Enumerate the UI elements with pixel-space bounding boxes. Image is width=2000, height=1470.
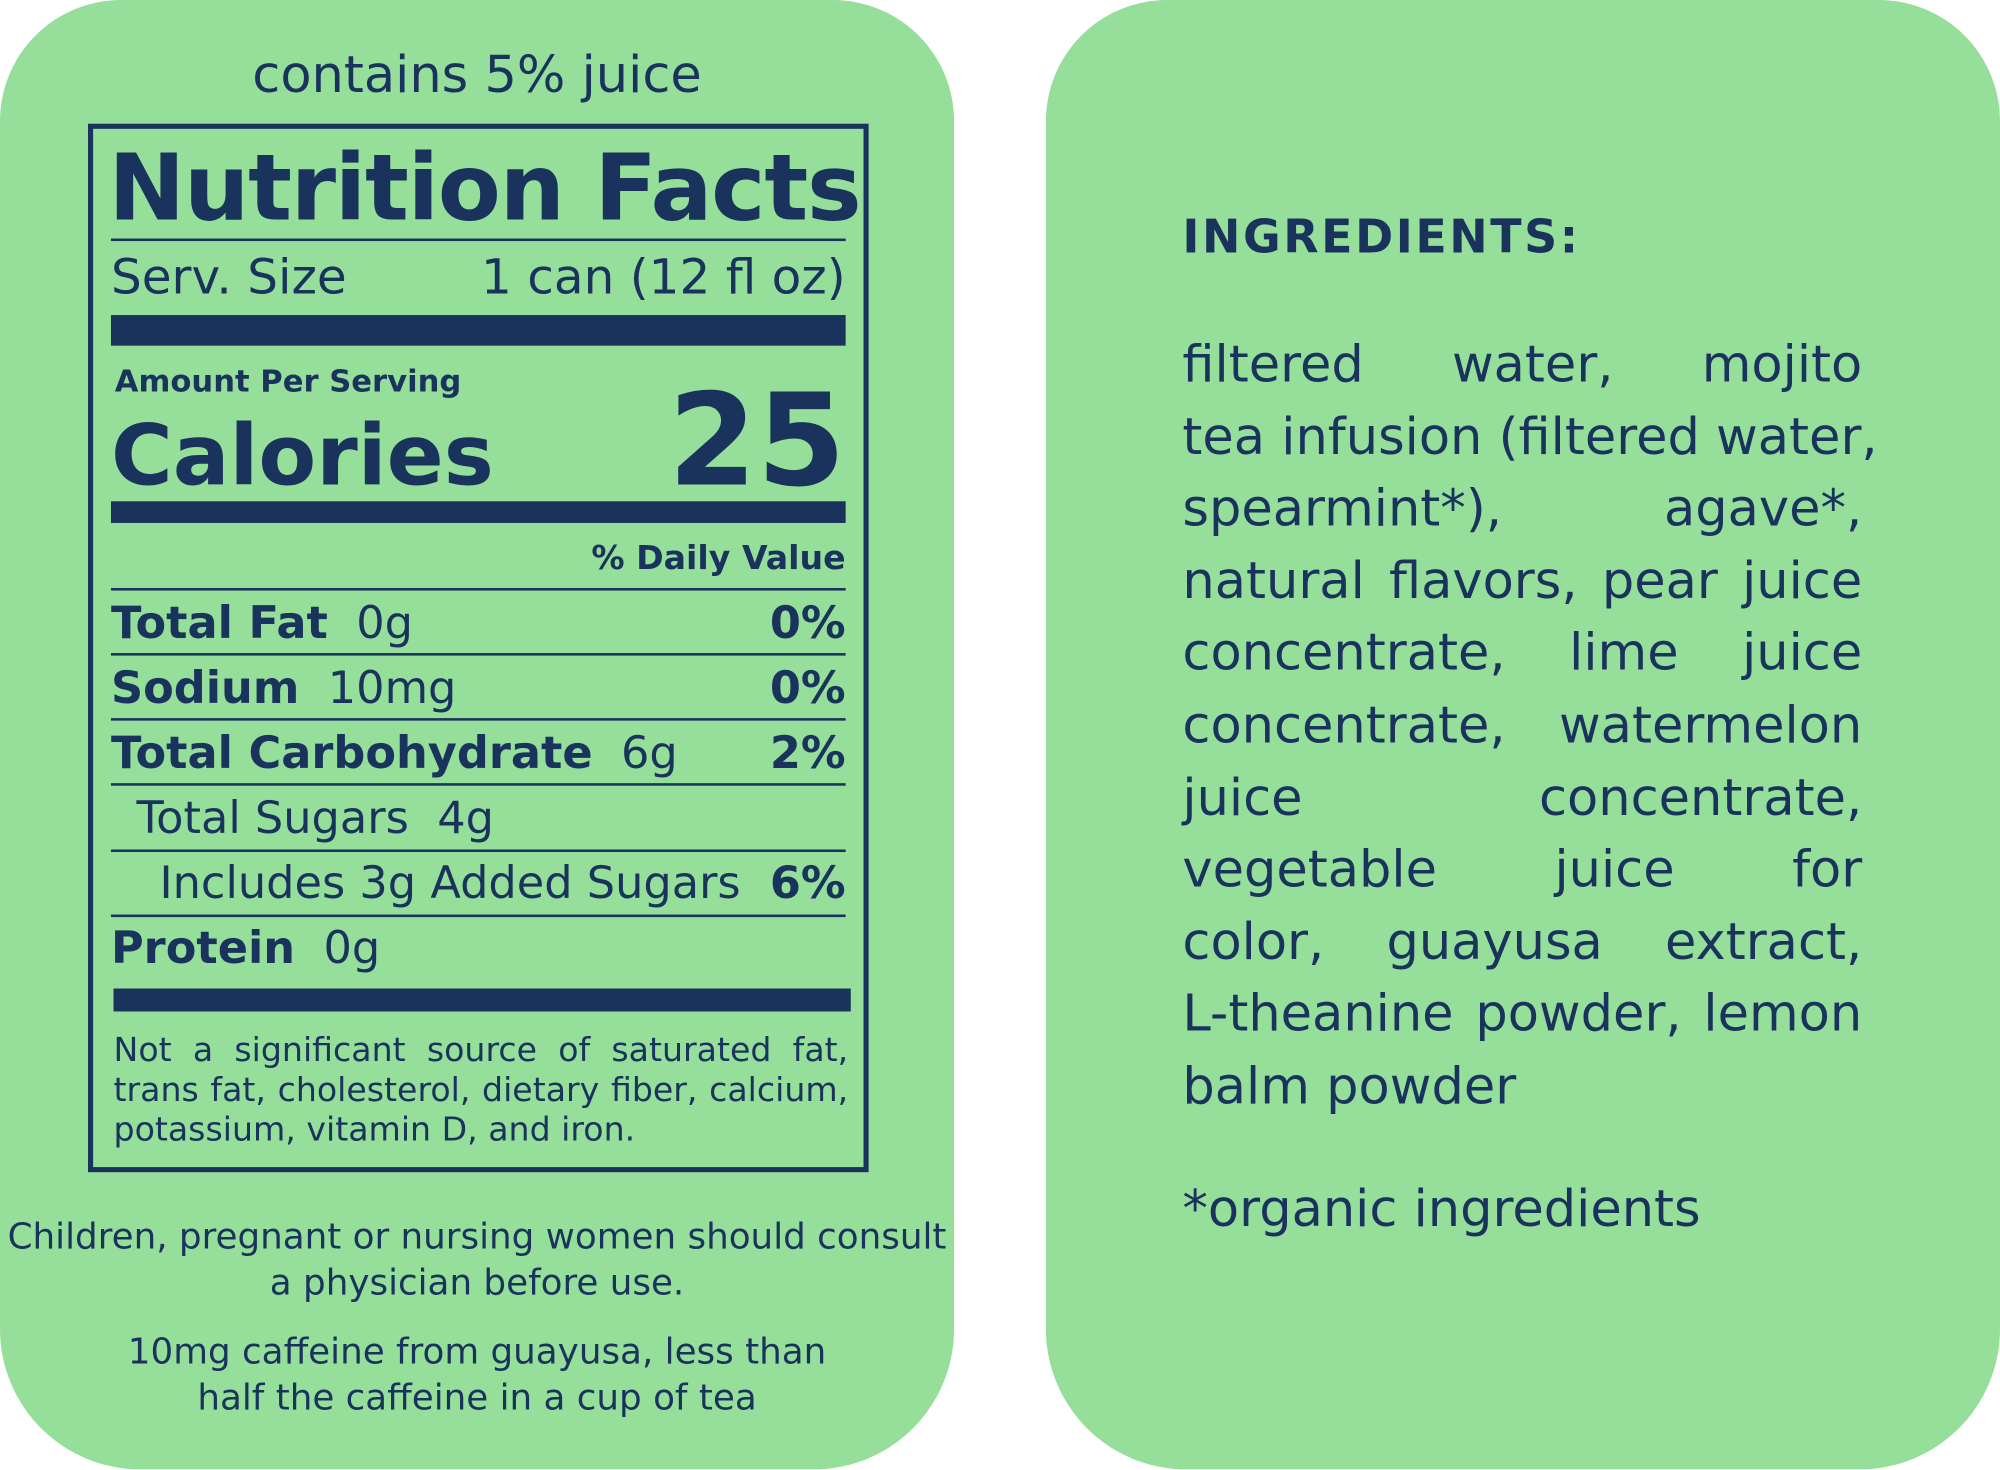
nutrient-row: Total Fat 0g 0% — [111, 598, 846, 649]
serving-label: Serv. Size — [110, 248, 347, 305]
thick-divider — [110, 315, 846, 346]
divider — [110, 783, 846, 786]
organic-note: *organic ingredients — [1182, 1179, 1701, 1239]
nutrient-row: Total Sugars 4g — [136, 793, 845, 844]
nutrient-dv: 0% — [769, 598, 846, 650]
nutrient-name: Protein — [110, 923, 296, 975]
nutrient-amount: 0g — [356, 598, 413, 650]
nutrient-amount: 0g — [323, 923, 381, 975]
ingredients-title: INGREDIENTS: — [1182, 211, 1581, 265]
nutrient-amount: 4g — [437, 793, 495, 845]
nutrient-row: Includes 3g Added Sugars 6% — [159, 858, 845, 909]
ingredients-line: juice concentrate, — [1182, 768, 1863, 828]
nutrient-dv: 2% — [769, 728, 846, 780]
divider — [110, 718, 846, 721]
thick-divider — [110, 501, 846, 523]
ingredients-line: balm powder — [1182, 1057, 1517, 1116]
ingredients-line: filtered water, mojito — [1182, 335, 1863, 395]
nutrient-row: Sodium 10mg 0% — [111, 663, 846, 714]
nutrition-panel: contains 5% juice Nutrition Facts Serv. … — [0, 0, 955, 1470]
ingredients-list: filtered water, mojito tea infusion (fil… — [1182, 329, 1878, 1123]
ingredients-line: color, guayusa extract, — [1182, 912, 1863, 972]
serving-value: 1 can (12 fl oz) — [481, 248, 846, 305]
nutrient-name: Total Fat — [110, 598, 328, 650]
calories-row: Calories 25 — [110, 366, 846, 516]
nutrient-name: Sodium — [110, 663, 300, 715]
amount-per-serving: Amount Per Serving — [114, 363, 462, 400]
nutrient-dv: 0% — [769, 663, 846, 715]
ingredients-line: concentrate, watermelon — [1182, 696, 1863, 756]
ingredients-panel: INGREDIENTS: filtered water, mojito tea … — [1045, 0, 2000, 1470]
calories-label: Calories — [110, 406, 494, 506]
ingredients-line: vegetable juice for — [1182, 840, 1863, 900]
nutrient-row: Protein 0g — [111, 923, 846, 974]
divider — [110, 653, 846, 655]
nutrition-facts-title: Nutrition Facts — [108, 133, 861, 242]
ingredients-line: L-theanine powder, lemon — [1182, 985, 1863, 1044]
caffeine-note: 10mg caffeine from guayusa, less than ha… — [127, 1330, 827, 1419]
juice-note: contains 5% juice — [252, 45, 702, 105]
divider — [110, 588, 846, 590]
serving-size-row: Serv. Size 1 can (12 fl oz) — [111, 249, 846, 305]
divider — [110, 238, 846, 242]
daily-value-header: % Daily Value — [591, 539, 846, 578]
nutrition-facts-box: Nutrition Facts Serv. Size 1 can (12 fl … — [88, 123, 869, 1173]
nutrient-dv: 6% — [769, 858, 846, 910]
nutrient-amount: 6g — [621, 728, 678, 780]
nutrient-name: Includes 3g Added Sugars — [159, 858, 741, 910]
nutrient-amount: 10mg — [327, 663, 457, 715]
thick-divider — [113, 988, 851, 1012]
ingredients-line: natural flavors, pear juice — [1182, 552, 1863, 611]
nutrient-name: Total Sugars — [136, 793, 409, 845]
footnote: Not a significant source of saturated fa… — [113, 1031, 849, 1150]
ingredients-line: tea infusion (filtered water, — [1182, 407, 1878, 467]
divider — [110, 849, 846, 852]
calories-value: 25 — [668, 366, 846, 516]
nutrient-row: Total Carbohydrate 6g 2% — [111, 728, 846, 779]
ingredients-line: concentrate, lime juice — [1182, 624, 1863, 683]
ingredients-line: spearmint*), agave*, — [1182, 479, 1863, 539]
warning-text: Children, pregnant or nursing women shou… — [7, 1215, 947, 1304]
divider — [110, 914, 846, 917]
nutrient-name: Total Carbohydrate — [110, 728, 593, 780]
